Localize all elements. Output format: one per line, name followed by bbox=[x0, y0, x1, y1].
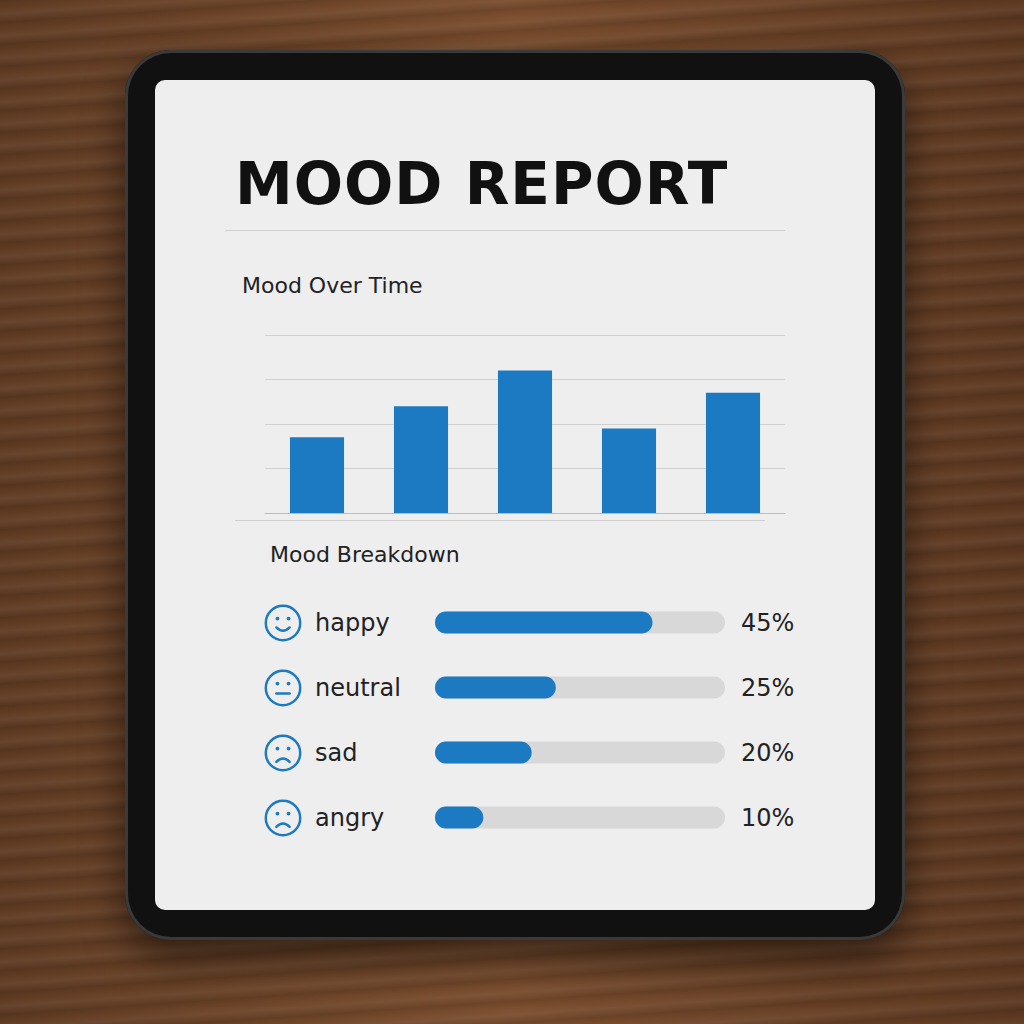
svg-text:20%: 20% bbox=[741, 739, 794, 767]
html-text:MOOD REPORT: MOOD REPORT bbox=[235, 150, 729, 218]
svg-text:sad: sad bbox=[315, 739, 357, 767]
svg-text:25%: 25% bbox=[741, 674, 794, 702]
svg-text:Mood Breakdown: Mood Breakdown bbox=[270, 542, 460, 567]
svg-text:45%: 45% bbox=[741, 609, 794, 637]
svg-text:10%: 10% bbox=[741, 804, 794, 832]
svg-text:neutral: neutral bbox=[315, 674, 401, 702]
svg-text:happy: happy bbox=[315, 609, 390, 637]
svg-text:Mood Over Time: Mood Over Time bbox=[242, 273, 423, 298]
svg-text:angry: angry bbox=[315, 804, 384, 832]
